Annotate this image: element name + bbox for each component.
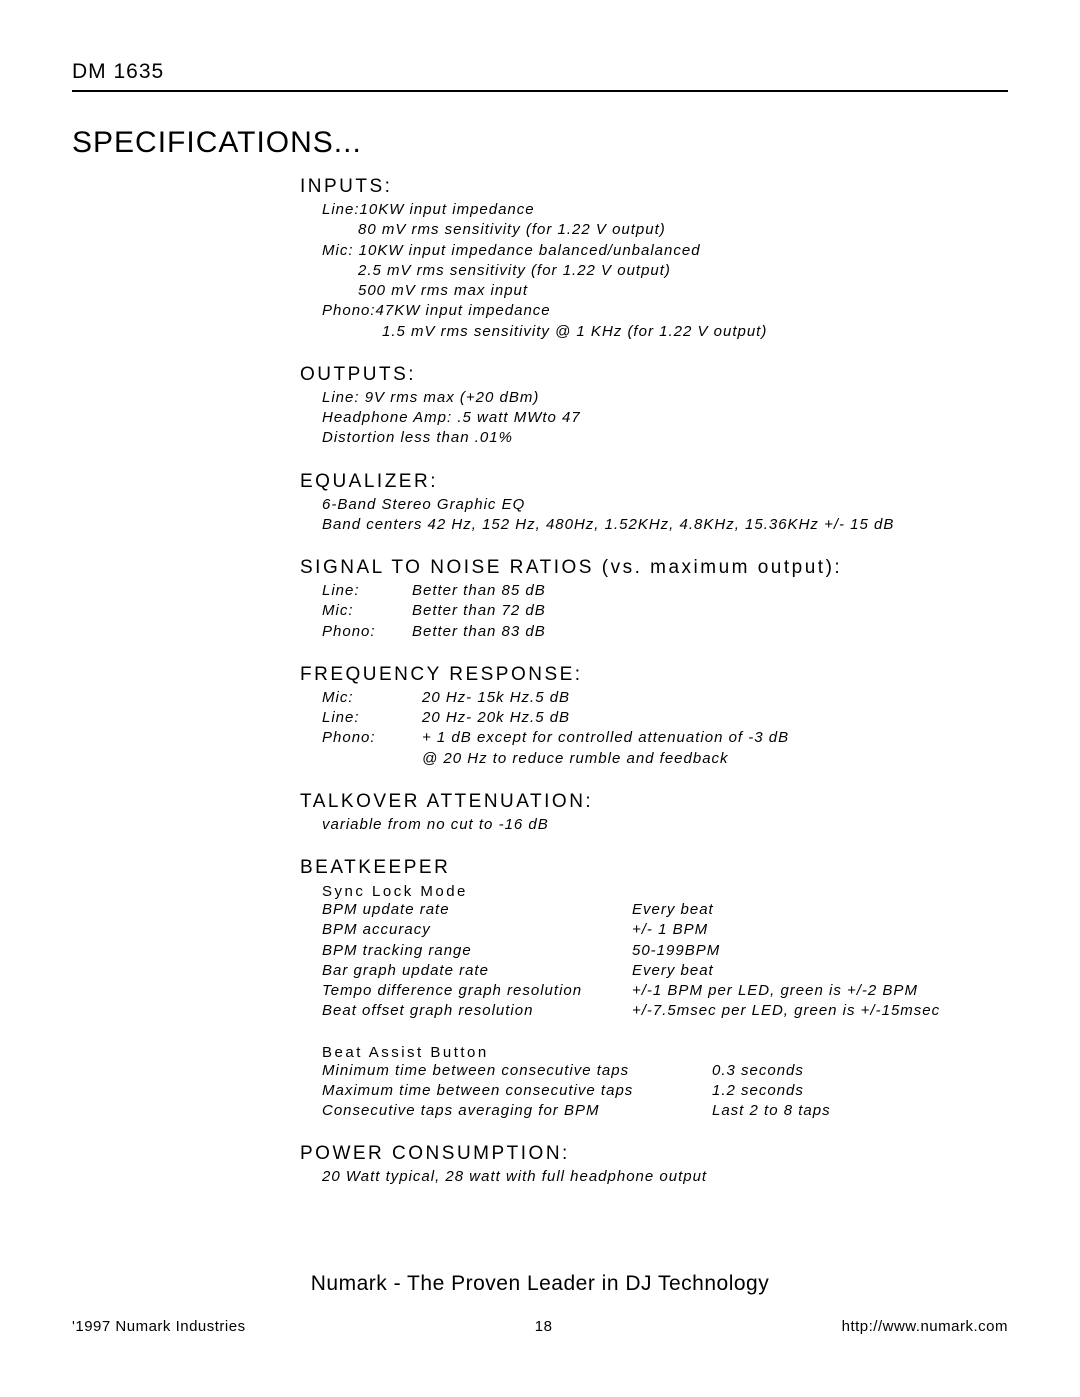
spec-value: Better than 72 dB — [412, 601, 1050, 621]
spec-row: BPM update rateEvery beat — [322, 900, 1050, 920]
spec-value: Better than 85 dB — [412, 581, 1050, 601]
spec-line: Headphone Amp: .5 watt MWto 47 — [322, 408, 1050, 428]
spec-label: Tempo difference graph resolution — [322, 981, 632, 1001]
spec-line: Mic: 10KW input impedance balanced/unbal… — [322, 241, 1050, 261]
spec-value: +/-1 BPM per LED, green is +/-2 BPM — [632, 981, 1050, 1001]
spec-value: 0.3 seconds — [712, 1061, 1050, 1081]
spec-line: 6-Band Stereo Graphic EQ — [322, 495, 1050, 515]
spec-label: Beat offset graph resolution — [322, 1001, 632, 1021]
footer-url: http://www.numark.com — [842, 1318, 1008, 1335]
spec-value: 1.2 seconds — [712, 1081, 1050, 1101]
spec-label: Line: — [322, 708, 422, 728]
spec-value: 20 Hz- 20k Hz.5 dB — [422, 708, 1050, 728]
page-title: SPECIFICATIONS... — [72, 126, 1008, 160]
spec-label: BPM update rate — [322, 900, 632, 920]
page-footer: Numark - The Proven Leader in DJ Technol… — [72, 1272, 1008, 1335]
spec-row: Line:20 Hz- 20k Hz.5 dB — [322, 708, 1050, 728]
spec-label: Line: — [322, 581, 412, 601]
spec-value: Every beat — [632, 900, 1050, 920]
spec-row: Phono:+ 1 dB except for controlled atten… — [322, 728, 1050, 748]
spec-value: Last 2 to 8 taps — [712, 1101, 1050, 1121]
spec-value: @ 20 Hz to reduce rumble and feedback — [422, 749, 1050, 769]
spec-value: Every beat — [632, 961, 1050, 981]
section-outputs-head: OUTPUTS: — [300, 364, 1050, 386]
spec-row: BPM tracking range50-199BPM — [322, 941, 1050, 961]
section-talkover-head: TALKOVER ATTENUATION: — [300, 791, 1050, 813]
spec-row: Minimum time between consecutive taps0.3… — [322, 1061, 1050, 1081]
page-number: 18 — [246, 1318, 842, 1335]
spec-line: Line: 9V rms max (+20 dBm) — [322, 388, 1050, 408]
spec-label: Maximum time between consecutive taps — [322, 1081, 712, 1101]
spec-row: Tempo difference graph resolution+/-1 BP… — [322, 981, 1050, 1001]
section-power-head: POWER CONSUMPTION: — [300, 1143, 1050, 1165]
spec-row: Line:Better than 85 dB — [322, 581, 1050, 601]
spec-label: Minimum time between consecutive taps — [322, 1061, 712, 1081]
spec-label: BPM accuracy — [322, 920, 632, 940]
section-equalizer-head: EQUALIZER: — [300, 471, 1050, 493]
spec-value: 50-199BPM — [632, 941, 1050, 961]
spec-value: +/-7.5msec per LED, green is +/-15msec — [632, 1001, 1050, 1021]
spec-value: 20 Hz- 15k Hz.5 dB — [422, 688, 1050, 708]
spec-row: Mic:Better than 72 dB — [322, 601, 1050, 621]
beatkeeper-sub1: Sync Lock Mode — [322, 883, 1050, 900]
spec-row: Mic:20 Hz- 15k Hz.5 dB — [322, 688, 1050, 708]
spec-row: Maximum time between consecutive taps1.2… — [322, 1081, 1050, 1101]
spec-value: Better than 83 dB — [412, 622, 1050, 642]
spec-line: 20 Watt typical, 28 watt with full headp… — [322, 1167, 1050, 1187]
spec-label: Mic: — [322, 601, 412, 621]
model-number: DM 1635 — [72, 60, 1008, 84]
spec-content: INPUTS: Line:10KW input impedance80 mV r… — [300, 176, 1050, 1188]
section-snr-head: SIGNAL TO NOISE RATIOS (vs. maximum outp… — [300, 557, 1050, 579]
section-inputs-head: INPUTS: — [300, 176, 1050, 198]
spec-label: Phono: — [322, 728, 422, 748]
spec-row: Consecutive taps averaging for BPMLast 2… — [322, 1101, 1050, 1121]
spec-label: Phono: — [322, 622, 412, 642]
spec-line: 80 mV rms sensitivity (for 1.22 V output… — [358, 220, 1050, 240]
spec-line: Phono:47KW input impedance — [322, 301, 1050, 321]
spec-line: 2.5 mV rms sensitivity (for 1.22 V outpu… — [358, 261, 1050, 281]
spec-value: + 1 dB except for controlled attenuation… — [422, 728, 1050, 748]
spec-line: Band centers 42 Hz, 152 Hz, 480Hz, 1.52K… — [322, 515, 1050, 535]
spec-line: 500 mV rms max input — [358, 281, 1050, 301]
spec-row: Beat offset graph resolution+/-7.5msec p… — [322, 1001, 1050, 1021]
spec-line: Distortion less than .01% — [322, 428, 1050, 448]
footer-tagline: Numark - The Proven Leader in DJ Technol… — [72, 1272, 1008, 1296]
spec-row: BPM accuracy+/- 1 BPM — [322, 920, 1050, 940]
section-freq-head: FREQUENCY RESPONSE: — [300, 664, 1050, 686]
spec-row: @ 20 Hz to reduce rumble and feedback — [322, 749, 1050, 769]
section-beatkeeper-head: BEATKEEPER — [300, 857, 1050, 879]
spec-line: Line:10KW input impedance — [322, 200, 1050, 220]
spec-line: 1.5 mV rms sensitivity @ 1 KHz (for 1.22… — [382, 322, 1050, 342]
header-rule — [72, 90, 1008, 92]
spec-label — [322, 749, 422, 769]
spec-label: Bar graph update rate — [322, 961, 632, 981]
spec-label: BPM tracking range — [322, 941, 632, 961]
spec-line: variable from no cut to -16 dB — [322, 815, 1050, 835]
beatkeeper-sub2: Beat Assist Button — [322, 1044, 1050, 1061]
spec-label: Mic: — [322, 688, 422, 708]
spec-label: Consecutive taps averaging for BPM — [322, 1101, 712, 1121]
spec-row: Phono:Better than 83 dB — [322, 622, 1050, 642]
footer-copyright: '1997 Numark Industries — [72, 1318, 246, 1335]
spec-value: +/- 1 BPM — [632, 920, 1050, 940]
spec-row: Bar graph update rateEvery beat — [322, 961, 1050, 981]
